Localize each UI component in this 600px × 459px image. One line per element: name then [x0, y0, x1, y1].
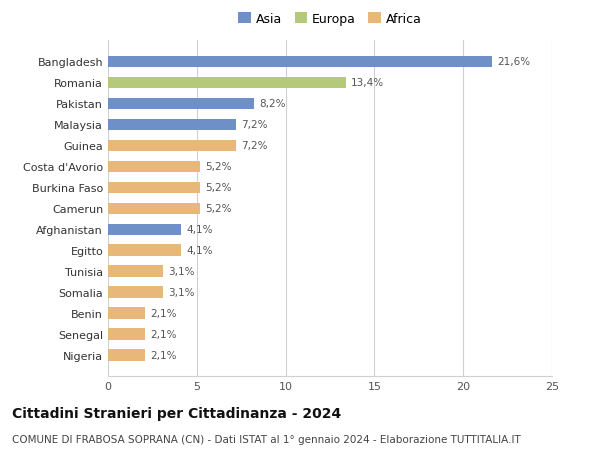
Bar: [108, 140, 236, 152]
Bar: [108, 98, 254, 110]
Text: 8,2%: 8,2%: [259, 99, 286, 109]
Text: 2,1%: 2,1%: [151, 350, 177, 360]
Bar: [108, 245, 181, 257]
Bar: [108, 182, 200, 194]
Text: COMUNE DI FRABOSA SOPRANA (CN) - Dati ISTAT al 1° gennaio 2024 - Elaborazione TU: COMUNE DI FRABOSA SOPRANA (CN) - Dati IS…: [12, 434, 521, 444]
Text: 7,2%: 7,2%: [241, 120, 268, 130]
Text: 4,1%: 4,1%: [186, 225, 212, 235]
Bar: [108, 350, 145, 361]
Text: 5,2%: 5,2%: [206, 183, 232, 193]
Bar: [108, 308, 145, 319]
Text: Cittadini Stranieri per Cittadinanza - 2024: Cittadini Stranieri per Cittadinanza - 2…: [12, 406, 341, 420]
Bar: [108, 119, 236, 131]
Bar: [108, 56, 491, 68]
Text: 7,2%: 7,2%: [241, 141, 268, 151]
Legend: Asia, Europa, Africa: Asia, Europa, Africa: [236, 11, 424, 28]
Bar: [108, 329, 145, 340]
Text: 3,1%: 3,1%: [169, 267, 195, 277]
Bar: [108, 203, 200, 215]
Text: 5,2%: 5,2%: [206, 162, 232, 172]
Text: 5,2%: 5,2%: [206, 204, 232, 214]
Text: 4,1%: 4,1%: [186, 246, 212, 256]
Bar: [108, 266, 163, 277]
Bar: [108, 287, 163, 298]
Text: 2,1%: 2,1%: [151, 330, 177, 340]
Text: 13,4%: 13,4%: [352, 78, 385, 88]
Text: 3,1%: 3,1%: [169, 288, 195, 297]
Bar: [108, 78, 346, 89]
Text: 21,6%: 21,6%: [497, 57, 530, 67]
Bar: [108, 224, 181, 235]
Bar: [108, 161, 200, 173]
Text: 2,1%: 2,1%: [151, 308, 177, 319]
